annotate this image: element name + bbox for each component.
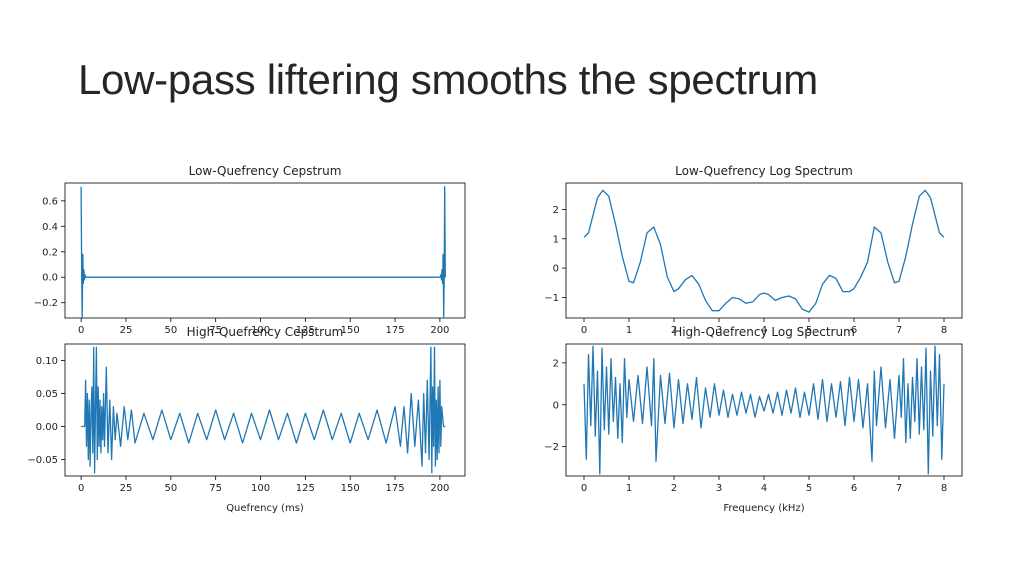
x-tick-label: 8 bbox=[941, 325, 947, 336]
x-tick-label: 4 bbox=[761, 483, 767, 494]
x-tick-label: 100 bbox=[251, 325, 270, 336]
x-tick-label: 100 bbox=[251, 483, 270, 494]
x-tick-label: 4 bbox=[761, 325, 767, 336]
x-tick-label: 0 bbox=[581, 325, 587, 336]
x-tick-label: 8 bbox=[941, 483, 947, 494]
axes-frame bbox=[64, 182, 466, 319]
x-tick-label: 0 bbox=[78, 483, 84, 494]
x-tick-label: 25 bbox=[120, 325, 133, 336]
x-tick-label: 3 bbox=[716, 325, 722, 336]
x-tick-label: 5 bbox=[806, 483, 812, 494]
x-tick-label: 2 bbox=[671, 483, 677, 494]
x-tick-label: 7 bbox=[896, 483, 902, 494]
series-line bbox=[81, 346, 446, 474]
x-tick-label: 175 bbox=[385, 483, 404, 494]
y-tick-label: 0 bbox=[553, 264, 559, 275]
y-tick-label: 2 bbox=[553, 358, 559, 369]
x-tick-label: 150 bbox=[341, 483, 360, 494]
x-tick-label: 125 bbox=[296, 325, 315, 336]
y-tick-label: −0.2 bbox=[34, 298, 58, 309]
y-tick-label: 2 bbox=[553, 205, 559, 216]
axes-frame bbox=[64, 343, 466, 477]
x-tick-label: 25 bbox=[120, 483, 133, 494]
x-tick-label: 1 bbox=[626, 483, 632, 494]
x-tick-label: 75 bbox=[209, 325, 222, 336]
x-tick-label: 200 bbox=[430, 483, 449, 494]
chart-title: High-Quefrency Cepstrum bbox=[187, 325, 344, 339]
y-tick-label: 0.10 bbox=[36, 356, 58, 367]
y-tick-label: 0.6 bbox=[42, 196, 58, 207]
y-tick-label: 0.4 bbox=[42, 222, 58, 233]
y-tick-label: 0.05 bbox=[36, 389, 58, 400]
y-tick-label: 0.0 bbox=[42, 273, 58, 284]
x-tick-label: 6 bbox=[851, 483, 857, 494]
chart-title: Low-Quefrency Cepstrum bbox=[189, 164, 342, 178]
y-tick-label: 1 bbox=[553, 234, 559, 245]
x-tick-label: 150 bbox=[341, 325, 360, 336]
x-tick-label: 0 bbox=[581, 483, 587, 494]
chart-title: Low-Quefrency Log Spectrum bbox=[675, 164, 853, 178]
x-tick-label: 75 bbox=[209, 483, 222, 494]
y-tick-label: −2 bbox=[544, 442, 559, 453]
x-tick-label: 1 bbox=[626, 325, 632, 336]
y-tick-label: 0 bbox=[553, 400, 559, 411]
x-tick-label: 2 bbox=[671, 325, 677, 336]
x-axis-label: Frequency (kHz) bbox=[723, 503, 804, 514]
x-tick-label: 6 bbox=[851, 325, 857, 336]
series-line bbox=[583, 189, 945, 313]
x-tick-label: 50 bbox=[164, 483, 177, 494]
x-tick-label: 200 bbox=[430, 325, 449, 336]
y-tick-label: 0.00 bbox=[36, 422, 58, 433]
y-tick-label: 0.2 bbox=[42, 247, 58, 258]
x-tick-label: 3 bbox=[716, 483, 722, 494]
series-line bbox=[583, 345, 945, 475]
x-axis-label: Quefrency (ms) bbox=[226, 503, 304, 514]
slide-title: Low-pass liftering smooths the spectrum bbox=[78, 56, 818, 103]
x-tick-label: 50 bbox=[164, 325, 177, 336]
chart-title: High-Quefrency Log Spectrum bbox=[673, 325, 855, 339]
series-line bbox=[80, 186, 446, 318]
x-tick-label: 125 bbox=[296, 483, 315, 494]
x-tick-label: 175 bbox=[385, 325, 404, 336]
y-tick-label: −1 bbox=[544, 293, 559, 304]
x-tick-label: 0 bbox=[78, 325, 84, 336]
x-tick-label: 5 bbox=[806, 325, 812, 336]
x-tick-label: 7 bbox=[896, 325, 902, 336]
y-tick-label: −0.05 bbox=[27, 455, 58, 466]
